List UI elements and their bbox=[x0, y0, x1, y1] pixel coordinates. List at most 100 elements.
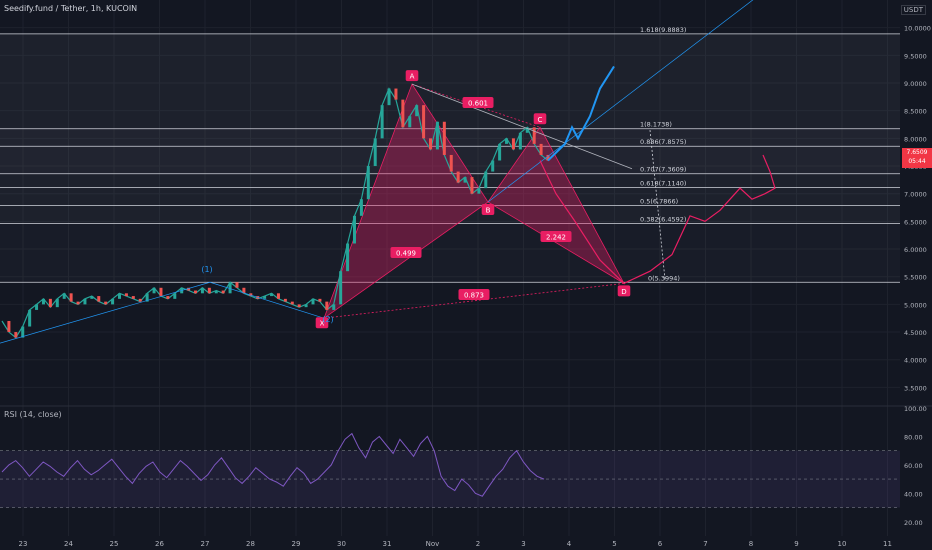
x-tick-label: 27 bbox=[201, 540, 210, 548]
xab-triangle bbox=[323, 83, 489, 320]
xd-line bbox=[323, 282, 625, 319]
candle bbox=[104, 301, 108, 305]
x-tick-label: 8 bbox=[749, 540, 753, 548]
rsi-tick-label: 20.00 bbox=[904, 519, 923, 527]
candle bbox=[539, 143, 543, 155]
y-tick-label: 7.0000 bbox=[904, 191, 927, 199]
x-tick-label: 11 bbox=[883, 540, 892, 548]
fib-level-label: 0.886(7.8575) bbox=[640, 138, 686, 146]
rsi-tick-label: 60.00 bbox=[904, 462, 923, 470]
candle bbox=[359, 199, 363, 216]
candle bbox=[276, 293, 280, 299]
y-tick-label: 5.0000 bbox=[904, 301, 927, 309]
y-tick-label: 6.5000 bbox=[904, 218, 927, 226]
target-arrow bbox=[649, 130, 666, 280]
candle bbox=[14, 332, 18, 338]
candle bbox=[387, 88, 391, 106]
fib-level-label: 0(5.3994) bbox=[648, 274, 680, 282]
channel-projection bbox=[487, 0, 754, 203]
x-tick-label: 23 bbox=[19, 540, 28, 548]
symbol-header: Seedify.fund / Tether, 1h, KUCOIN bbox=[4, 4, 138, 13]
candle bbox=[394, 88, 398, 100]
candle bbox=[28, 309, 32, 327]
candle bbox=[332, 304, 336, 310]
candle bbox=[422, 105, 426, 139]
x-tick-label: 4 bbox=[567, 540, 572, 548]
y-tick-label: 8.0000 bbox=[904, 135, 927, 143]
candle bbox=[463, 177, 467, 183]
candle bbox=[366, 166, 370, 200]
candle bbox=[235, 282, 239, 288]
wave-label: (1) bbox=[201, 265, 212, 274]
candle bbox=[525, 127, 529, 133]
candle bbox=[270, 293, 274, 297]
currency-label[interactable]: USDT bbox=[900, 5, 926, 15]
candle bbox=[90, 296, 94, 299]
x-tick-label: 30 bbox=[337, 540, 346, 548]
candle bbox=[484, 171, 488, 189]
pattern-ratio-label: 0.601 bbox=[468, 100, 488, 108]
candle bbox=[69, 293, 73, 302]
last-price-value: 7.6509 bbox=[906, 149, 928, 156]
candle bbox=[505, 138, 509, 144]
candle bbox=[449, 154, 453, 172]
pattern-point-label-bg bbox=[533, 113, 547, 125]
candle bbox=[477, 188, 481, 194]
candle bbox=[318, 298, 322, 302]
candle bbox=[470, 177, 474, 194]
x-tick-label: 6 bbox=[658, 540, 663, 548]
pattern-ratio-label: 0.873 bbox=[464, 292, 484, 300]
grid bbox=[0, 0, 900, 536]
candle bbox=[173, 293, 177, 299]
candle bbox=[283, 298, 287, 302]
pattern-point-label: C bbox=[538, 116, 543, 124]
fib-level-label: 0.5(6.7866) bbox=[640, 198, 678, 206]
candle bbox=[62, 293, 66, 299]
y-tick-label: 9.0000 bbox=[904, 80, 927, 88]
x-tick-label: 7 bbox=[703, 540, 707, 548]
y-tick-label: 9.5000 bbox=[904, 52, 927, 60]
candle bbox=[442, 121, 446, 155]
fib-zone bbox=[0, 33, 900, 129]
bearish-projection bbox=[539, 154, 776, 285]
rsi-tick-label: 100.00 bbox=[904, 405, 927, 413]
candle bbox=[373, 138, 377, 167]
candle bbox=[35, 304, 39, 310]
candle bbox=[124, 293, 128, 297]
candle bbox=[200, 287, 204, 294]
candle bbox=[380, 105, 384, 139]
candle bbox=[21, 326, 25, 338]
bullish-projection bbox=[547, 65, 615, 162]
x-tick-label: 2 bbox=[476, 540, 480, 548]
candle bbox=[221, 290, 225, 294]
candle bbox=[518, 132, 522, 150]
pattern-ratio-label: 2.242 bbox=[546, 234, 566, 242]
rsi-title: RSI (14, close) bbox=[4, 410, 62, 419]
pattern-ratio-label-bg bbox=[540, 231, 572, 242]
y-tick-label: 3.5000 bbox=[904, 384, 927, 392]
candle bbox=[83, 298, 87, 305]
candle bbox=[290, 301, 294, 305]
candle bbox=[187, 287, 191, 291]
candle bbox=[325, 301, 329, 310]
candle bbox=[97, 296, 101, 302]
candle bbox=[7, 320, 11, 333]
candle bbox=[55, 298, 59, 308]
y-tick-label: 4.0000 bbox=[904, 357, 927, 365]
candle bbox=[297, 304, 301, 308]
x-tick-label: 26 bbox=[155, 540, 164, 548]
fib-level-label: 1.618(9.8883) bbox=[640, 26, 686, 34]
candle bbox=[145, 293, 149, 302]
candle bbox=[159, 287, 163, 297]
candle bbox=[111, 298, 115, 305]
candle bbox=[207, 287, 211, 294]
candle bbox=[311, 298, 315, 305]
ac-line bbox=[411, 83, 541, 128]
fib-level-label: 0.707(7.3609) bbox=[640, 166, 686, 174]
candle bbox=[304, 304, 308, 308]
x-tick-label: 28 bbox=[246, 540, 255, 548]
x-tick-label: 25 bbox=[110, 540, 119, 548]
resistance-trendline bbox=[411, 83, 633, 170]
pattern-point-label: A bbox=[410, 73, 415, 81]
